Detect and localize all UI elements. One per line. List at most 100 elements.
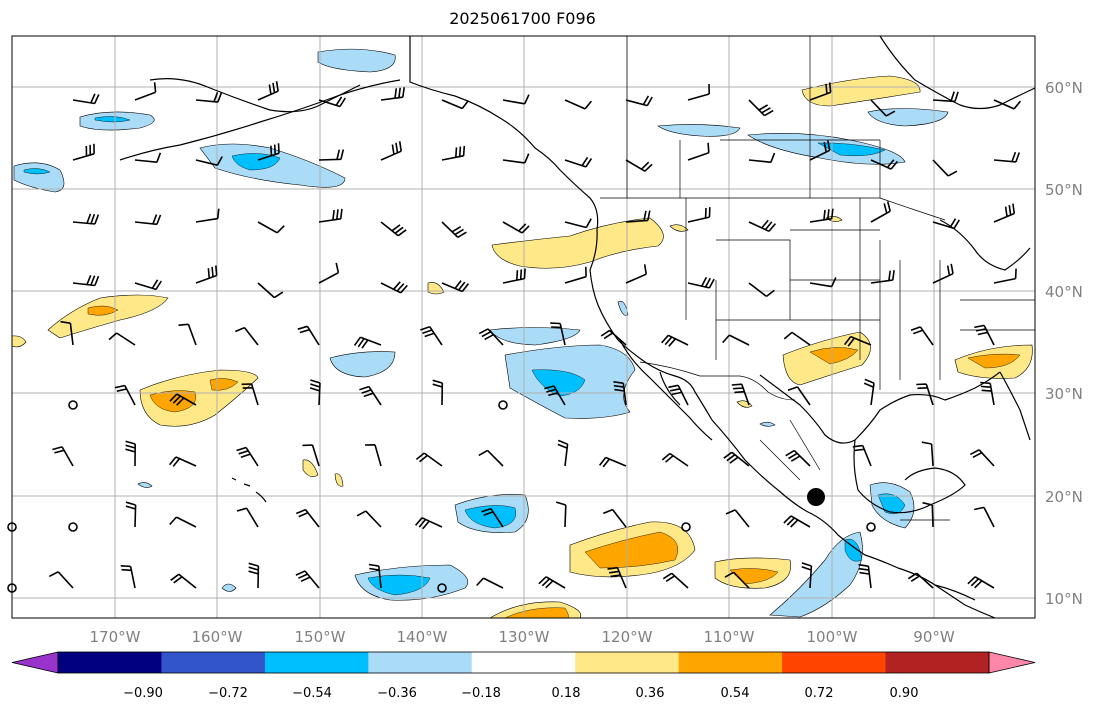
wind-barb xyxy=(907,572,934,589)
wind-barb xyxy=(380,141,402,161)
wind-barb xyxy=(52,446,74,467)
colorbar-tick-label: −0.72 xyxy=(208,686,248,701)
wind-barb xyxy=(441,280,470,293)
wind-barb xyxy=(993,268,1017,284)
shade-core xyxy=(464,505,516,529)
wind-barb xyxy=(195,208,220,223)
wind-barb xyxy=(441,145,466,161)
wind-barb xyxy=(993,203,1016,223)
colorbar-segment xyxy=(58,652,162,673)
wind-barb xyxy=(295,570,320,589)
map-panel xyxy=(7,35,1036,619)
longitude-labels: 170°W 160°W 150°W 140°W 130°W 120°W 110°… xyxy=(90,628,955,646)
wind-barb xyxy=(134,279,162,291)
baja-california xyxy=(619,339,713,441)
wind-barb xyxy=(922,501,934,528)
calm-marker xyxy=(866,522,876,532)
wind-barb xyxy=(359,385,382,406)
colorbar-tick-labels: −0.90 −0.72 −0.54 −0.36 −0.18 0.18 0.36 … xyxy=(123,686,918,701)
wind-barb xyxy=(993,99,1022,110)
wind-barb xyxy=(858,563,872,589)
wind-barb xyxy=(318,96,346,108)
wind-barb xyxy=(481,507,504,528)
wind-barb xyxy=(72,213,100,225)
wind-barb xyxy=(502,268,526,284)
shade-region xyxy=(489,327,581,346)
wind-barb xyxy=(415,452,443,467)
north-america-coast xyxy=(409,36,976,601)
hawaii xyxy=(231,477,267,503)
colorbar-segment xyxy=(471,652,576,673)
central-america xyxy=(934,584,996,619)
wind-barb xyxy=(668,384,689,406)
wind-barb xyxy=(170,573,197,589)
shade-region xyxy=(491,217,664,269)
shade-region xyxy=(137,482,153,488)
wind-barb xyxy=(625,264,647,284)
canada-province-lines xyxy=(626,36,881,198)
lon-label: 170°W xyxy=(90,628,141,646)
lat-label: 40°N xyxy=(1045,283,1083,301)
wind-barb xyxy=(502,153,530,164)
shade-core xyxy=(531,369,586,397)
florida-coast xyxy=(999,371,1031,441)
wind-barb xyxy=(236,446,259,467)
wind-barb xyxy=(257,143,280,161)
wind-barb xyxy=(60,320,74,346)
wind-barbs xyxy=(48,81,1022,589)
wind-barb xyxy=(297,325,320,346)
wind-barb xyxy=(195,92,223,103)
colorbar-segment xyxy=(368,652,473,673)
colorbar-tick-label: −0.54 xyxy=(292,686,332,701)
wind-barb xyxy=(980,381,995,406)
strong-negative-cores xyxy=(23,116,906,596)
wind-barb xyxy=(318,262,340,284)
colorbar-segment xyxy=(885,652,990,673)
wind-barb xyxy=(625,210,651,223)
shade-core xyxy=(809,347,859,365)
wind-barb xyxy=(364,444,382,467)
wind-barb xyxy=(420,325,443,346)
wind-barb xyxy=(134,152,162,163)
colorbar-segment xyxy=(678,652,783,673)
shade-region xyxy=(221,583,237,592)
shade-region xyxy=(657,124,741,137)
lat-label: 30°N xyxy=(1045,385,1083,403)
aleutian-islands xyxy=(119,79,401,161)
wind-barb xyxy=(974,506,995,528)
wind-barb xyxy=(967,576,995,589)
wind-barb xyxy=(248,562,260,589)
shade-core xyxy=(844,539,863,562)
colorbar-tick-label: −0.90 xyxy=(123,686,163,701)
wind-barb xyxy=(598,456,627,468)
wind-barb xyxy=(910,326,934,346)
wind-barb xyxy=(969,449,995,467)
wind-barb xyxy=(114,384,136,406)
colorbar-segment xyxy=(264,652,369,673)
wind-barb xyxy=(169,516,197,528)
wind-barb xyxy=(687,83,710,101)
wind-barb xyxy=(870,201,891,223)
wind-barb xyxy=(108,332,136,346)
shade-region xyxy=(302,459,319,477)
wind-barb xyxy=(787,386,811,406)
wind-barb xyxy=(932,263,954,284)
wind-barb xyxy=(783,331,811,346)
wind-barb xyxy=(809,140,831,161)
shade-core xyxy=(584,531,679,569)
wind-barb xyxy=(295,508,320,528)
shade-core xyxy=(94,116,131,123)
shade-core xyxy=(877,493,906,515)
wind-barb xyxy=(932,159,958,177)
wind-barb xyxy=(731,383,750,406)
lat-label: 10°N xyxy=(1045,590,1083,608)
wind-barb xyxy=(661,334,689,347)
wind-barb xyxy=(356,510,382,528)
colorbar-tick-label: −0.18 xyxy=(461,686,501,701)
colorbar-tick-label: 0.54 xyxy=(721,686,750,701)
wind-barb xyxy=(809,82,832,101)
wind-barb xyxy=(120,565,136,589)
colorbar-tick-label: −0.36 xyxy=(377,686,417,701)
wind-barb xyxy=(602,508,627,528)
colorbar-frame xyxy=(57,651,990,674)
